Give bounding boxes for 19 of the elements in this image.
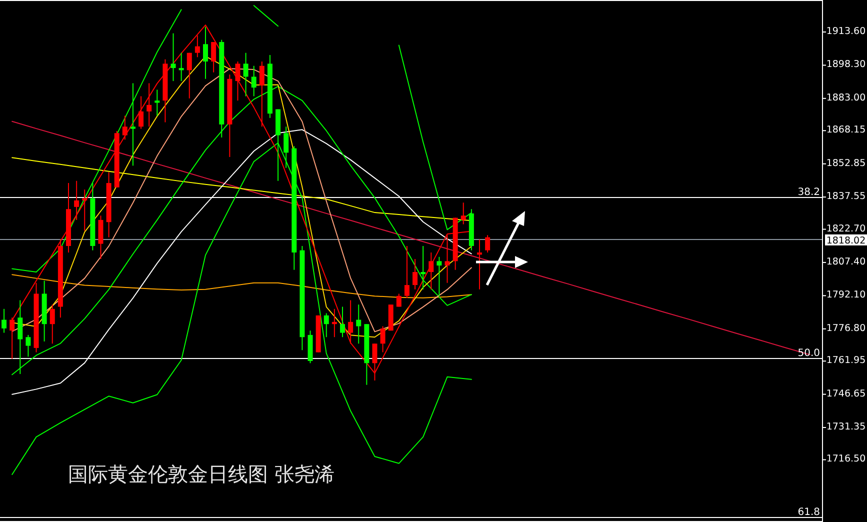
y-tick-label: 1776.80 bbox=[826, 322, 866, 334]
y-tick-label: 1868.15 bbox=[826, 124, 866, 136]
y-tick-label: 1852.85 bbox=[826, 158, 866, 169]
y-tick-label: 1716.50 bbox=[826, 454, 866, 465]
annotation: 50.0 bbox=[798, 348, 820, 359]
annotation: 38.2 bbox=[798, 186, 820, 198]
y-tick-label: 1898.30 bbox=[826, 59, 866, 70]
y-tick-label: 1913.60 bbox=[826, 26, 866, 38]
y-tick-label: 1807.40 bbox=[826, 256, 866, 268]
y-tick-label: 1883.00 bbox=[826, 92, 866, 104]
text: 国际黄金伦敦金日线图 张尧浠 bbox=[68, 462, 334, 486]
y-tick-label: 1837.55 bbox=[826, 191, 866, 202]
annotation: 61.8 bbox=[798, 507, 820, 518]
y-tick-label: 1822.70 bbox=[826, 223, 866, 234]
y-tick-label: 1731.35 bbox=[826, 421, 866, 432]
y-tick-label: 1746.65 bbox=[826, 388, 866, 400]
y-tick-label: 1761.95 bbox=[826, 355, 866, 366]
ref-line-label: 1818.02 bbox=[826, 235, 866, 246]
y-tick-label: 1792.10 bbox=[826, 290, 866, 301]
